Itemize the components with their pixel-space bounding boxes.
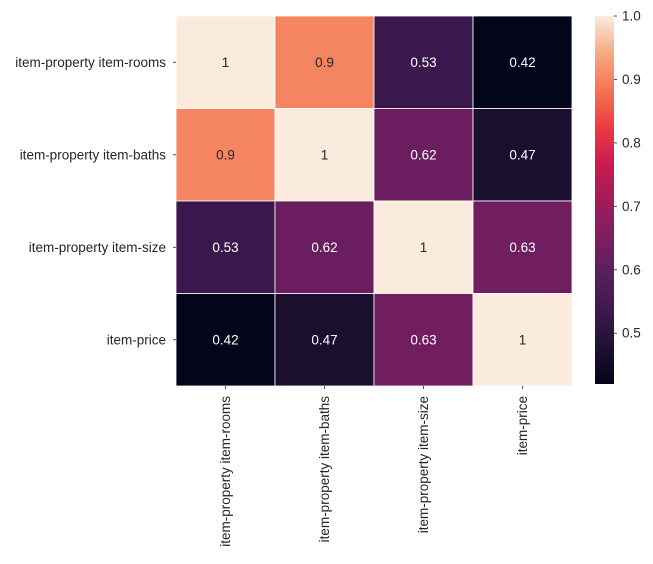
heatmap-cell	[373, 15, 474, 109]
heatmap-cell-labels: 1 0.9 0.53 0.42 0.9 1 0.62 0.47 0.53 0.62 1 0.63 0.4…	[212, 55, 535, 348]
y-tick-label: item-property item-size	[29, 240, 166, 255]
x-tick-label: item-price	[515, 396, 530, 455]
cell-value-label: 1	[420, 240, 428, 255]
colorbar-tick-label: 0.5	[622, 326, 641, 341]
colorbar-tick-label: 0.7	[622, 199, 641, 214]
y-tick-labels: item-property item-rooms item-property it…	[15, 55, 176, 347]
y-tick-label: item-property item-rooms	[15, 55, 166, 70]
cell-value-label: 1	[222, 55, 230, 70]
colorbar-gradient	[595, 16, 614, 384]
heatmap-cell	[373, 293, 474, 387]
heatmap-cell	[472, 15, 573, 109]
heatmap-cell	[274, 200, 375, 294]
colorbar-tick-label: 0.6	[622, 262, 641, 277]
heatmap-cell	[274, 15, 375, 109]
cell-value-label: 0.47	[509, 147, 535, 162]
heatmap-cell	[472, 200, 573, 294]
y-tick-label: item-property item-baths	[20, 147, 167, 162]
heatmap-cell	[472, 108, 573, 202]
cell-value-label: 0.53	[410, 55, 436, 70]
colorbar-tick-label: 0.8	[622, 135, 641, 150]
heatmap-cell	[175, 108, 276, 202]
cell-value-label: 0.53	[212, 240, 238, 255]
heatmap-cell	[274, 293, 375, 387]
cell-value-label: 0.42	[509, 55, 535, 70]
heatmap-cell	[472, 293, 573, 387]
cell-value-label: 0.62	[311, 240, 337, 255]
cell-value-label: 1	[519, 332, 527, 347]
y-tick-label: item-price	[107, 332, 166, 347]
cell-value-label: 0.9	[216, 147, 235, 162]
x-tick-label: item-property item-size	[416, 396, 431, 533]
cell-value-label: 0.47	[311, 332, 337, 347]
cell-value-label: 1	[321, 147, 329, 162]
colorbar-tick-label: 1.0	[622, 9, 641, 24]
heatmap-cells	[175, 15, 573, 387]
x-tick-label: item-property item-rooms	[218, 396, 233, 547]
cell-value-label: 0.62	[410, 147, 436, 162]
heatmap-cell	[175, 293, 276, 387]
cell-value-label: 0.9	[315, 55, 334, 70]
heatmap-cell	[175, 15, 276, 109]
cell-value-label: 0.63	[410, 332, 436, 347]
colorbar: 0.5 0.6 0.7 0.8 0.9 1.0	[595, 9, 641, 384]
colorbar-tick-label: 0.9	[622, 72, 641, 87]
cell-value-label: 0.63	[509, 240, 535, 255]
x-tick-label: item-property item-baths	[317, 396, 332, 543]
x-tick-labels: item-property item-rooms item-property it…	[218, 386, 530, 547]
cell-value-label: 0.42	[212, 332, 238, 347]
heatmap-cell	[274, 108, 375, 202]
